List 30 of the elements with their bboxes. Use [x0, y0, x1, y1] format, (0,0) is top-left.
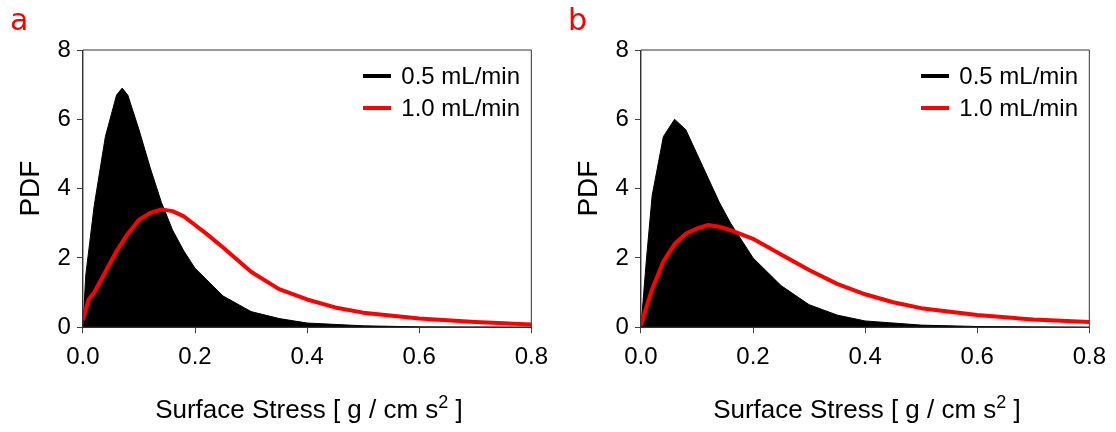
y-tick-label: 2 [615, 242, 629, 270]
x-tick-label: 0.4 [848, 342, 882, 370]
y-tick-label: 8 [57, 34, 71, 62]
x-tick-label: 0.6 [960, 342, 994, 370]
legend-label: 1.0 mL/min [401, 93, 520, 123]
y-tick-label: 2 [57, 242, 71, 270]
y-tick-label: 6 [57, 103, 71, 131]
y-tick-label: 6 [615, 103, 629, 131]
x-tick-label: 0.0 [66, 342, 100, 370]
x-axis-title: Surface Stress [ g / cm s$^{2}$ ] [712, 392, 1022, 425]
y-tick-label: 0 [57, 311, 71, 339]
y-axis-title: PDF [13, 160, 45, 217]
x-tick-label: 0.6 [402, 342, 436, 370]
x-tick-label: 0.2 [736, 342, 770, 370]
y-tick-label: 0 [615, 311, 629, 339]
x-axis-title: Surface Stress [ g / cm s$^{2}$ ] [154, 392, 464, 425]
x-tick-label: 0.8 [514, 342, 549, 370]
chart-title: b [568, 2, 588, 37]
x-tick-label: 0.2 [178, 342, 212, 370]
y-tick-label: 4 [615, 173, 629, 201]
y-tick-label: 8 [615, 34, 629, 62]
y-tick-label: 4 [57, 173, 71, 201]
x-tick-label: 0.0 [624, 342, 658, 370]
legend-label: 0.5 mL/min [959, 61, 1078, 91]
legend-label: 1.0 mL/min [959, 93, 1078, 123]
x-tick-label: 0.4 [290, 342, 324, 370]
chart-title: a [10, 2, 29, 37]
legend-label: 0.5 mL/min [401, 61, 520, 91]
y-axis-title: PDF [571, 160, 603, 217]
x-tick-label: 0.8 [1072, 342, 1107, 370]
